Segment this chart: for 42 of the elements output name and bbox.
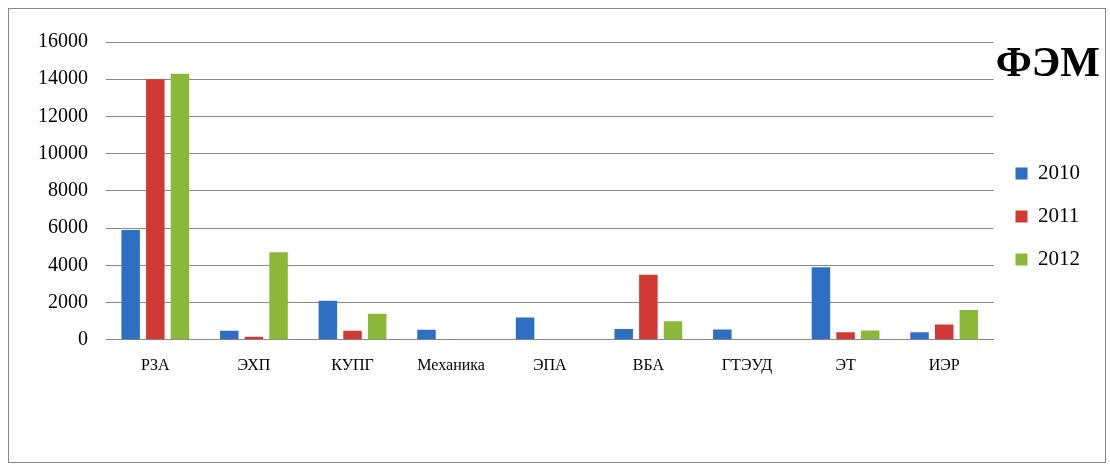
bar <box>639 274 658 340</box>
bar <box>343 330 362 340</box>
x-tick-label: ГТЭУД <box>721 355 773 374</box>
x-tick-label: ЭТ <box>835 355 856 373</box>
bar <box>934 324 954 340</box>
y-tick-label: 12000 <box>38 103 88 126</box>
bar <box>713 329 732 340</box>
bar <box>121 229 140 340</box>
bar <box>663 321 683 340</box>
bar <box>860 330 880 340</box>
bar <box>220 330 239 340</box>
y-tick-label: 0 <box>78 327 88 350</box>
bar <box>836 332 855 340</box>
x-tick-label: РЗА <box>140 355 171 373</box>
x-tick-label: Механика <box>417 355 485 373</box>
bar <box>417 329 436 340</box>
bar <box>515 317 535 340</box>
bar <box>811 267 831 340</box>
legend-label: 2012 <box>1038 246 1080 271</box>
x-tick-label: ВБА <box>632 355 665 373</box>
bar <box>614 329 633 340</box>
bar <box>959 310 979 340</box>
bar <box>146 79 165 340</box>
y-tick-label: 16000 <box>38 29 88 52</box>
y-tick-label: 6000 <box>48 215 88 238</box>
legend-label: 2011 <box>1038 203 1080 228</box>
bar <box>910 332 929 340</box>
bar <box>269 252 288 340</box>
legend-label: 2010 <box>1038 160 1080 185</box>
chart-title: ФЭМ <box>995 38 1100 86</box>
y-tick-label: 2000 <box>48 289 88 312</box>
x-tick-label: КУПГ <box>331 355 374 373</box>
x-tick-label: ЭХП <box>237 355 271 373</box>
y-tick-label: 4000 <box>48 252 88 275</box>
bar <box>367 313 387 340</box>
x-tick-label: ИЭР <box>928 355 960 373</box>
x-tick-label: ЭПА <box>532 355 568 373</box>
y-tick-label: 10000 <box>38 140 88 163</box>
y-tick-label: 14000 <box>38 66 88 89</box>
bar <box>318 300 338 340</box>
bar <box>170 73 190 340</box>
y-tick-label: 8000 <box>48 178 88 201</box>
